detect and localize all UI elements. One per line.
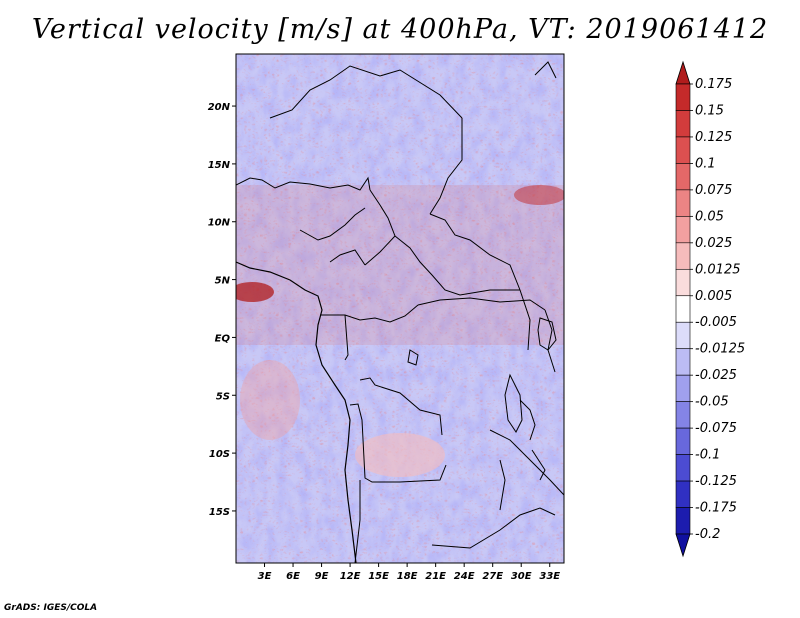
- colorbar-swatch: [675, 480, 691, 508]
- colorbar-bottom-arrow: [675, 533, 691, 558]
- colorbar-swatch: [675, 136, 691, 164]
- colorbar-swatch: [675, 348, 691, 376]
- x-tick-label: 6E: [286, 571, 300, 582]
- colorbar-label: -0.2: [695, 527, 720, 542]
- y-axis: 20N 15N 10N 5N EQ 5S 10S 15S: [208, 102, 236, 518]
- colorbar-label: -0.05: [695, 395, 729, 410]
- colorbar-swatch: [675, 163, 691, 191]
- sahel-ascent-feature: [514, 185, 564, 205]
- colorbar-swatch: [675, 401, 691, 429]
- colorbar-label: 0.05: [695, 209, 724, 224]
- y-tick-label: 20N: [208, 102, 231, 113]
- colorbar-label: 0.075: [695, 183, 732, 198]
- convective-band: [236, 185, 564, 345]
- colorbar-label: -0.005: [695, 315, 737, 330]
- western-pale-red-patch: [240, 360, 300, 440]
- lakes: [407, 317, 557, 481]
- field-texture-red: [236, 54, 564, 563]
- southern-pale-red-patch: [355, 433, 445, 477]
- grads-credit: GrADS: IGES/COLA: [4, 603, 98, 613]
- colorbar-label: -0.025: [695, 368, 737, 383]
- y-tick-label: 5S: [216, 391, 230, 402]
- map-frame: [235, 53, 565, 564]
- map-panel: [236, 54, 564, 563]
- colorbar-swatch: [675, 189, 691, 217]
- colorbar-label: 0.0125: [695, 262, 741, 277]
- colorbar-swatch: [675, 83, 691, 111]
- colorbar-swatch: [675, 110, 691, 138]
- x-tick-label: 3E: [258, 571, 272, 582]
- colorbar-label: -0.0125: [695, 342, 745, 357]
- colorbar-label: 0.005: [695, 289, 732, 304]
- colorbar-swatch: [675, 216, 691, 244]
- colorbar-swatch: [675, 321, 691, 350]
- x-tick-label: 27E: [482, 571, 503, 582]
- y-tick-label: 10N: [208, 218, 231, 229]
- x-tick-label: 33E: [539, 571, 560, 582]
- colorbar-label: 0.1: [695, 156, 716, 171]
- colorbar-top-arrow: [675, 60, 691, 85]
- coastlines: [236, 261, 357, 563]
- colorbar-label: 0.025: [695, 236, 732, 251]
- y-tick-label: 5N: [215, 276, 231, 287]
- colorbar-label: 0.15: [695, 103, 724, 118]
- y-tick-label: 15S: [209, 507, 230, 518]
- x-tick-label: 15E: [368, 571, 389, 582]
- x-tick-label: 18E: [397, 571, 418, 582]
- colorbar-swatch: [675, 268, 691, 297]
- x-tick-label: 12E: [340, 571, 361, 582]
- x-tick-label: 9E: [315, 571, 329, 582]
- y-tick-label: 10S: [209, 449, 230, 460]
- x-axis: 3E 6E 9E 12E 15E 18E 21E 24E 27E 30E 33E: [258, 563, 560, 582]
- colorbar-label: -0.1: [695, 448, 720, 463]
- colorbar-swatch: [675, 507, 691, 535]
- colorbar-label: 0.125: [695, 130, 732, 145]
- x-tick-label: 24E: [454, 571, 475, 582]
- colorbar-label: 0.175: [695, 77, 732, 92]
- colorbar-label: -0.075: [695, 421, 737, 436]
- x-tick-label: 21E: [425, 571, 446, 582]
- map-title: Vertical velocity [m/s] at 400hPa, VT: 2…: [31, 14, 769, 45]
- gulf-ascent-feature: [236, 282, 274, 302]
- colorbar-label: -0.125: [695, 474, 737, 489]
- x-tick-label: 30E: [511, 571, 532, 582]
- colorbar-swatch: [675, 374, 691, 402]
- colorbar-swatch: [675, 427, 691, 455]
- colorbar-swatch: [675, 454, 691, 482]
- colorbar-swatch: [675, 295, 691, 323]
- y-tick-label: 15N: [208, 160, 231, 171]
- country-borders: [236, 61, 564, 563]
- y-tick-label: EQ: [215, 333, 231, 344]
- colorbar: 0.175 0.15 0.125 0.1 0.075 0.05 0.025 0.0125 0.0…: [675, 60, 745, 558]
- colorbar-label: -0.175: [695, 501, 737, 516]
- colorbar-swatch: [675, 242, 691, 270]
